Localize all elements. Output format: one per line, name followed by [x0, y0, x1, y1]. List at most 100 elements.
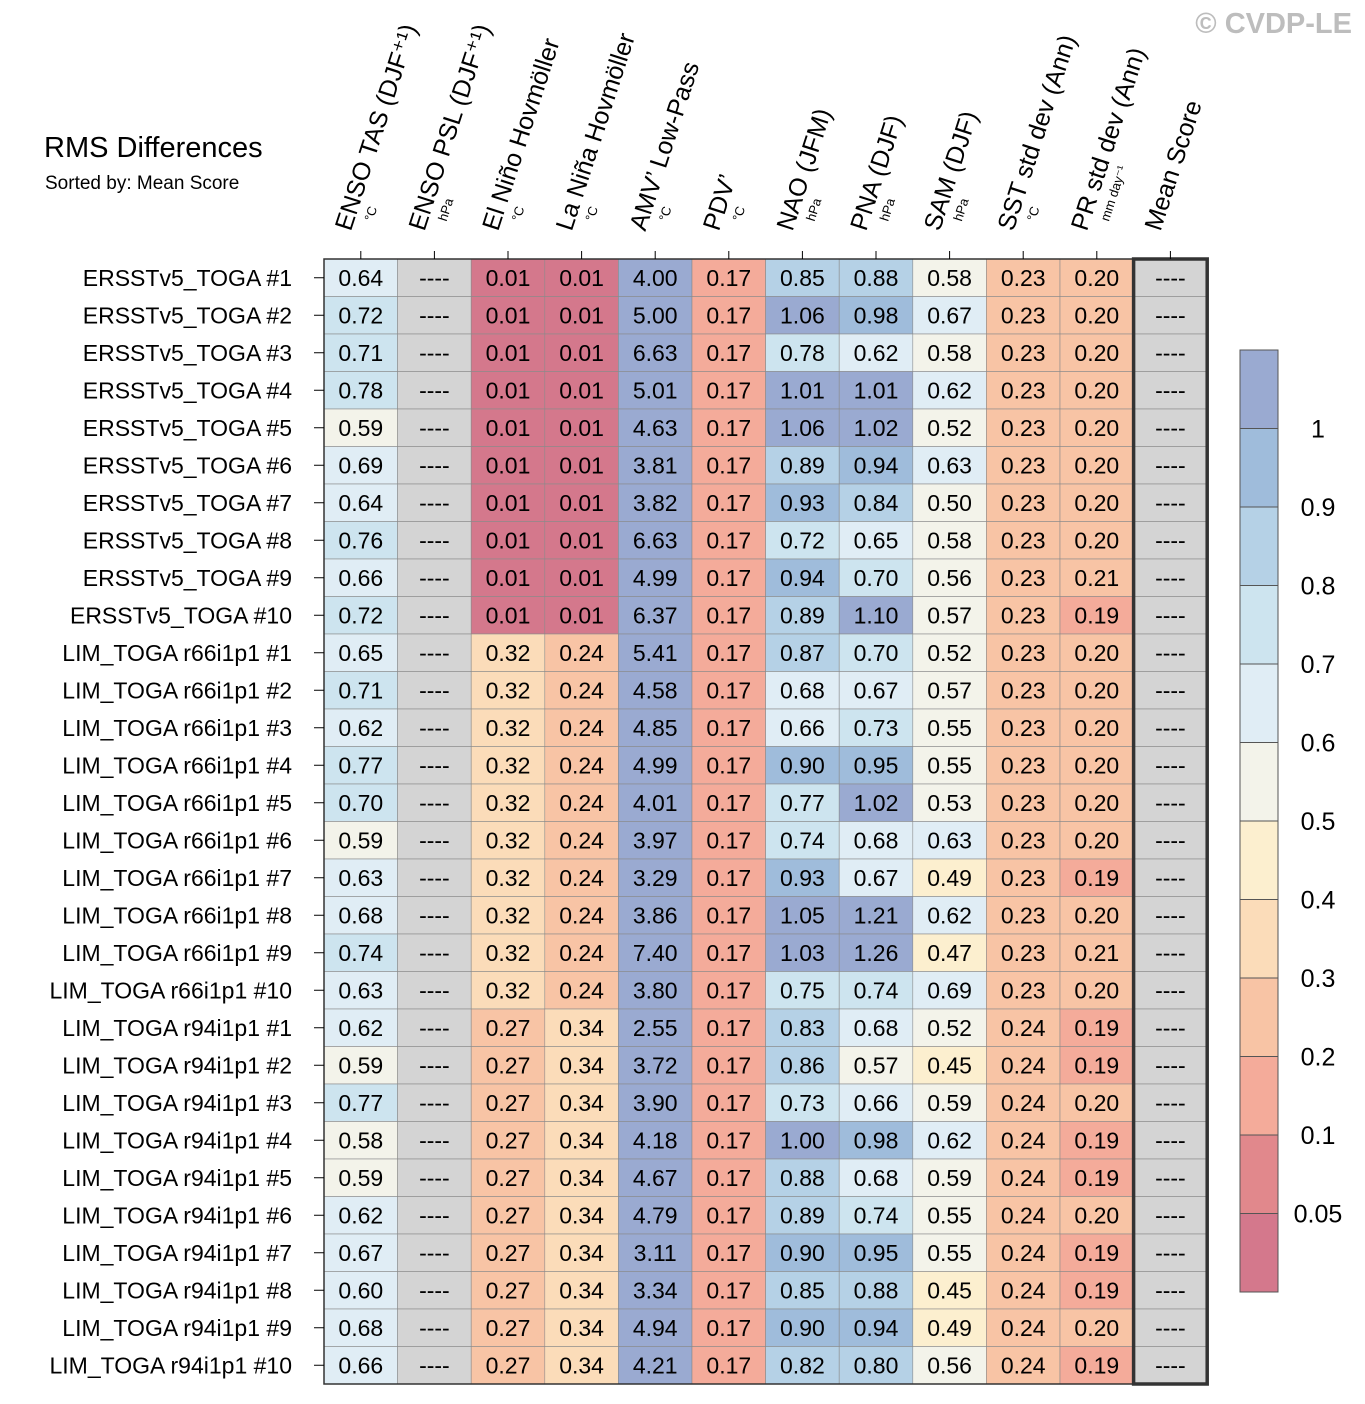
cell-value-label: 0.68 — [854, 827, 899, 853]
cell-value-label: 1.06 — [780, 415, 825, 441]
cell-value-label: ---- — [419, 1202, 450, 1228]
heatmap-cell — [1133, 521, 1208, 560]
heatmap-cell — [912, 408, 987, 447]
cell-value-label: 0.23 — [1001, 302, 1046, 328]
cell-value-label: 0.19 — [1074, 1127, 1119, 1153]
cell-value-label: 3.90 — [633, 1090, 678, 1116]
heatmap-cell — [1133, 333, 1208, 372]
heatmap-cell — [618, 783, 693, 822]
heatmap-cell — [470, 1196, 546, 1235]
cell-value-label: ---- — [1155, 827, 1186, 853]
heatmap-cell — [691, 258, 766, 297]
cell-value-label: 0.20 — [1074, 302, 1119, 328]
heatmap-cell — [323, 858, 398, 897]
cell-value-label: 0.24 — [559, 865, 604, 891]
cell-value-label: 0.27 — [486, 1240, 531, 1266]
heatmap-cell — [397, 371, 472, 410]
cell-value-label: 1.02 — [854, 790, 899, 816]
heatmap-cell — [397, 1196, 472, 1235]
cell-value-label: 0.45 — [927, 1277, 972, 1303]
cell-value-label: 0.34 — [559, 1165, 604, 1191]
cell-value-label: ---- — [419, 377, 450, 403]
cell-value-label: 0.23 — [1001, 752, 1046, 778]
heatmap-cell — [691, 1008, 766, 1047]
row-label: ERSSTv5_TOGA #3 — [83, 340, 292, 366]
cell-value-label: 0.24 — [559, 940, 604, 966]
cell-value-label: 5.00 — [633, 302, 678, 328]
cell-value-label: 0.64 — [338, 265, 383, 291]
cell-value-label: 0.62 — [338, 1202, 383, 1228]
heatmap-cell — [1059, 1046, 1134, 1085]
heatmap-cell — [765, 1308, 840, 1347]
cell-value-label: 0.98 — [854, 302, 899, 328]
heatmap-cell — [1133, 1346, 1208, 1385]
row-label: ERSSTv5_TOGA #4 — [83, 377, 292, 403]
cell-value-label: 0.17 — [706, 715, 751, 741]
cell-value-label: 0.01 — [559, 377, 604, 403]
heatmap-cell — [691, 1046, 766, 1085]
heatmap-cell — [1133, 258, 1208, 297]
heatmap-cell — [765, 896, 840, 935]
cell-value-label: 0.34 — [559, 1240, 604, 1266]
cell-value-label: 0.17 — [706, 790, 751, 816]
cell-value-label: 0.17 — [706, 490, 751, 516]
cell-value-label: 0.62 — [338, 715, 383, 741]
cell-value-label: ---- — [419, 490, 450, 516]
heatmap-cell — [1133, 708, 1208, 747]
heatmap-cell — [397, 633, 472, 672]
heatmap-cell — [1059, 1308, 1134, 1347]
cell-value-label: 0.21 — [1074, 565, 1119, 591]
cell-value-label: 0.57 — [927, 677, 972, 703]
cell-value-label: 0.24 — [1001, 1352, 1046, 1378]
heatmap-cell — [1059, 633, 1134, 672]
cell-value-label: 0.01 — [486, 340, 531, 366]
cell-value-label: 4.63 — [633, 415, 678, 441]
cell-value-label: ---- — [419, 1165, 450, 1191]
heatmap-cell — [691, 783, 766, 822]
heatmap-cell — [323, 371, 398, 410]
cell-value-label: 0.01 — [486, 265, 531, 291]
cell-value-label: 0.01 — [486, 527, 531, 553]
cell-value-label: 4.01 — [633, 790, 678, 816]
heatmap-cell — [986, 1308, 1061, 1347]
cell-value-label: 0.78 — [780, 340, 825, 366]
cell-value-label: 1.02 — [854, 415, 899, 441]
cell-value-label: ---- — [1155, 1052, 1186, 1078]
cell-value-label: 0.24 — [1001, 1052, 1046, 1078]
heatmap-cell — [544, 746, 619, 785]
column-unit: °C — [582, 204, 601, 223]
heatmap-cell — [544, 1008, 619, 1047]
cell-value-label: 0.17 — [706, 1127, 751, 1153]
cell-value-label: 0.34 — [559, 1315, 604, 1341]
cell-value-label: 0.17 — [706, 1015, 751, 1041]
heatmap-cell — [397, 858, 472, 897]
cell-value-label: ---- — [1155, 377, 1186, 403]
cell-value-label: ---- — [419, 1127, 450, 1153]
cell-value-label: 0.68 — [338, 1315, 383, 1341]
heatmap-cell — [691, 933, 766, 972]
cell-value-label: 0.20 — [1074, 1090, 1119, 1116]
cell-value-label: 0.62 — [927, 902, 972, 928]
cell-value-label: 0.32 — [486, 677, 531, 703]
cell-value-label: 0.59 — [338, 1165, 383, 1191]
cell-value-label: 0.17 — [706, 827, 751, 853]
cell-value-label: 0.27 — [486, 1315, 531, 1341]
cell-value-label: 0.93 — [780, 865, 825, 891]
cell-value-label: 0.17 — [706, 1202, 751, 1228]
heatmap-cell — [765, 408, 840, 447]
heatmap-cell — [397, 1158, 472, 1197]
cell-value-label: 6.63 — [633, 527, 678, 553]
heatmap-cell — [470, 558, 546, 597]
heatmap-cell — [544, 896, 619, 935]
column-unit: °C — [509, 204, 528, 223]
heatmap-cell — [470, 371, 546, 410]
cell-value-label: ---- — [1155, 790, 1186, 816]
column-header: La Niña Hovmöller — [551, 30, 641, 234]
heatmap-cell — [765, 821, 840, 860]
cell-value-label: 0.74 — [780, 827, 825, 853]
heatmap-cell — [544, 296, 619, 335]
cell-value-label: 0.57 — [927, 602, 972, 628]
colorbar-segment — [1240, 899, 1278, 978]
row-label: LIM_TOGA r94i1p1 #3 — [62, 1090, 292, 1116]
cell-value-label: ---- — [419, 865, 450, 891]
